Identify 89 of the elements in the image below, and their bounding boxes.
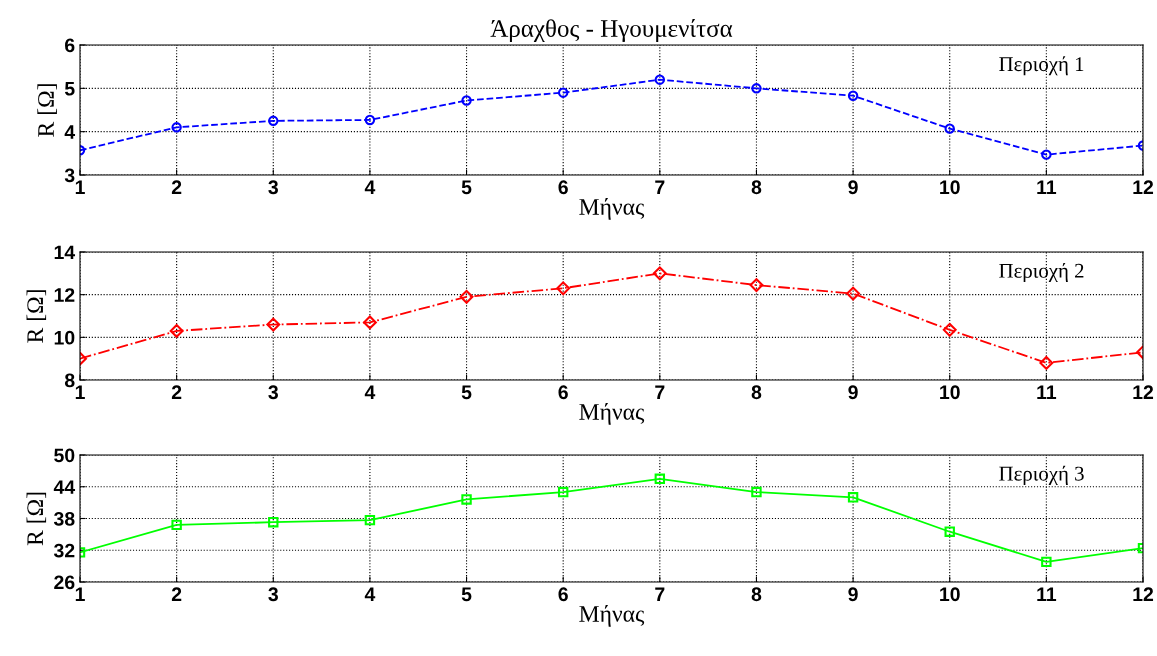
x-tick-label: 9 xyxy=(848,587,858,602)
x-tick-label: 7 xyxy=(655,587,665,601)
y-tick-label: 5 xyxy=(64,82,75,96)
x-tick-label: 10 xyxy=(940,385,960,400)
point xyxy=(749,278,764,292)
x-tick-label: 2 xyxy=(171,587,182,601)
point xyxy=(942,322,957,337)
point xyxy=(751,83,762,94)
x-tick-label: 5 xyxy=(461,385,472,400)
x-tick-label: 3 xyxy=(268,180,278,195)
x-tick-label: 11 xyxy=(1037,385,1057,399)
point xyxy=(364,114,376,126)
point xyxy=(557,87,569,98)
point xyxy=(847,90,859,101)
x-axis-title: Μήνας xyxy=(579,402,645,425)
annotation: Περιοχή 1 xyxy=(999,56,1084,76)
x-tick-label: 1 xyxy=(75,587,85,601)
y-tick-label: 32 xyxy=(53,543,75,558)
annotation: Περιοχή 3 xyxy=(999,465,1084,485)
x-tick-label: 11 xyxy=(1037,587,1057,601)
x-tick-label: 4 xyxy=(364,385,376,399)
x-tick-label: 6 xyxy=(558,587,568,602)
y-tick-label: 3 xyxy=(64,168,75,183)
y-tick-label: 38 xyxy=(53,511,75,526)
x-tick-label: 7 xyxy=(655,385,665,399)
x-tick-label: 2 xyxy=(171,385,182,399)
x-tick-label: 8 xyxy=(751,587,762,602)
y-tick-label: 14 xyxy=(54,245,76,260)
point xyxy=(944,123,955,134)
x-axis-title: Μήνας xyxy=(579,197,645,220)
x-tick-label: 11 xyxy=(1037,180,1057,194)
point xyxy=(654,74,666,85)
point xyxy=(461,494,472,505)
point xyxy=(1039,356,1054,370)
point xyxy=(461,95,472,106)
x-axis-title: Μήνας xyxy=(579,604,645,627)
point xyxy=(944,526,955,537)
x-tick-label: 12 xyxy=(1133,385,1154,399)
point xyxy=(652,266,667,281)
x-tick-label: 6 xyxy=(558,180,568,195)
x-tick-label: 3 xyxy=(268,587,278,602)
point xyxy=(1041,149,1052,160)
point xyxy=(268,115,279,127)
x-tick-label: 9 xyxy=(848,385,858,400)
point xyxy=(459,289,474,304)
x-tick-label: 10 xyxy=(940,180,960,195)
x-tick-label: 4 xyxy=(364,180,376,194)
point xyxy=(847,492,859,503)
point xyxy=(171,122,182,133)
x-tick-label: 6 xyxy=(558,385,568,400)
point xyxy=(557,486,569,498)
x-tick-label: 3 xyxy=(268,385,278,400)
point xyxy=(1041,556,1052,568)
y-tick-label: 50 xyxy=(54,448,75,463)
y-tick-label: 6 xyxy=(65,38,75,53)
point xyxy=(654,473,666,485)
point xyxy=(169,324,184,338)
y-tick-label: 10 xyxy=(54,330,75,345)
x-tick-label: 9 xyxy=(848,180,858,195)
x-tick-label: 8 xyxy=(751,180,762,195)
x-tick-label: 10 xyxy=(940,587,960,602)
y-tick-label: 26 xyxy=(54,575,75,590)
x-tick-label: 5 xyxy=(461,180,472,195)
point xyxy=(364,514,376,526)
y-tick-label: 44 xyxy=(53,480,76,494)
point xyxy=(171,519,182,531)
x-tick-label: 7 xyxy=(655,180,665,194)
point xyxy=(266,317,281,332)
y-tick-label: 8 xyxy=(64,373,75,388)
point xyxy=(268,517,279,528)
x-tick-label: 4 xyxy=(364,587,376,601)
y-axis-title: R [Ω] xyxy=(26,492,47,546)
x-tick-label: 2 xyxy=(171,180,182,194)
point xyxy=(556,281,571,296)
annotation: Περιοχή 2 xyxy=(999,262,1084,283)
y-axis-title: R [Ω] xyxy=(37,84,57,137)
x-tick-label: 1 xyxy=(75,180,85,194)
chart-title: Άραχθος - Ηγουμενίτσα xyxy=(490,19,733,43)
point xyxy=(751,486,762,498)
y-axis-title: R [Ω] xyxy=(26,290,47,343)
y-tick-label: 4 xyxy=(64,125,76,139)
point xyxy=(362,315,377,330)
point xyxy=(846,286,861,301)
x-tick-label: 5 xyxy=(461,587,472,602)
x-tick-label: 1 xyxy=(75,385,85,399)
x-tick-label: 12 xyxy=(1133,180,1154,194)
y-tick-label: 12 xyxy=(54,288,75,302)
x-tick-label: 12 xyxy=(1133,587,1154,601)
x-tick-label: 8 xyxy=(751,385,762,400)
